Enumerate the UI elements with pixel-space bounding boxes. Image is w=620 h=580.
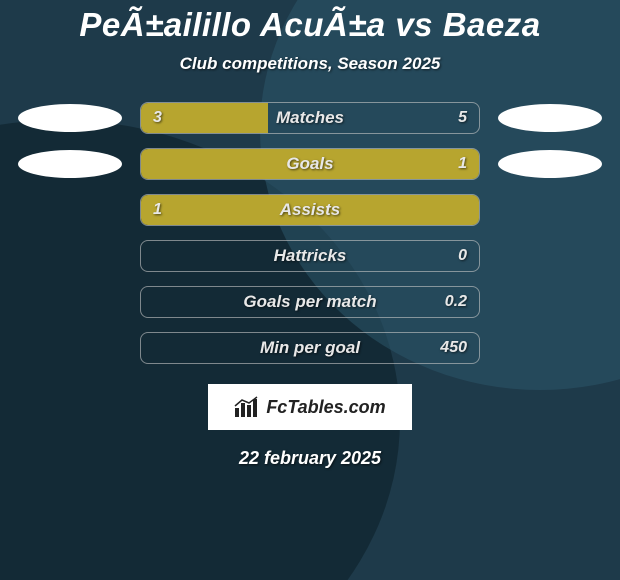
ellipse-placeholder (498, 288, 602, 316)
stat-bar: Assists1 (140, 194, 480, 226)
stat-value-right: 450 (428, 333, 479, 363)
chart-icon (234, 396, 260, 418)
stat-value-right: 0.2 (433, 287, 479, 317)
stat-row: Goals1 (0, 148, 620, 180)
logo-text: FcTables.com (266, 397, 385, 418)
stat-label: Goals per match (141, 287, 479, 317)
stat-value-right: 1 (446, 149, 479, 179)
stat-row: Goals per match0.2 (0, 286, 620, 318)
page-title: PeÃ±ailillo AcuÃ±a vs Baeza (79, 6, 540, 44)
ellipse-placeholder (498, 242, 602, 270)
ellipse-placeholder (18, 196, 122, 224)
logo-badge: FcTables.com (208, 384, 412, 430)
stat-row: Matches3 5 (0, 102, 620, 134)
stat-bar: Goals per match0.2 (140, 286, 480, 318)
stat-bar: Min per goal450 (140, 332, 480, 364)
stat-row: Assists1 (0, 194, 620, 226)
stat-label: Matches (141, 103, 479, 133)
ellipse-placeholder (18, 242, 122, 270)
ellipse-placeholder (498, 196, 602, 224)
stats-container: Matches35Goals1Assists1Hattricks0Goals p… (0, 102, 620, 364)
stat-bar: Matches3 5 (140, 102, 480, 134)
stat-row: Hattricks0 (0, 240, 620, 272)
ellipse-placeholder (18, 288, 122, 316)
ellipse-placeholder (498, 334, 602, 362)
stat-bar: Hattricks0 (140, 240, 480, 272)
date-label: 22 february 2025 (239, 448, 381, 469)
stat-value-right: 0 (446, 241, 479, 271)
stat-bar: Goals1 (140, 148, 480, 180)
stat-value-left: 1 (141, 195, 174, 225)
stat-label: Assists (141, 195, 479, 225)
stat-label: Hattricks (141, 241, 479, 271)
right-player-ellipse (498, 150, 602, 178)
right-player-ellipse (498, 104, 602, 132)
stat-value-left: 3 (141, 103, 174, 133)
stat-value-right: 5 (446, 103, 479, 133)
stat-row: Min per goal450 (0, 332, 620, 364)
left-player-ellipse (18, 150, 122, 178)
stat-label: Goals (141, 149, 479, 179)
ellipse-placeholder (18, 334, 122, 362)
left-player-ellipse (18, 104, 122, 132)
subtitle: Club competitions, Season 2025 (180, 54, 441, 74)
